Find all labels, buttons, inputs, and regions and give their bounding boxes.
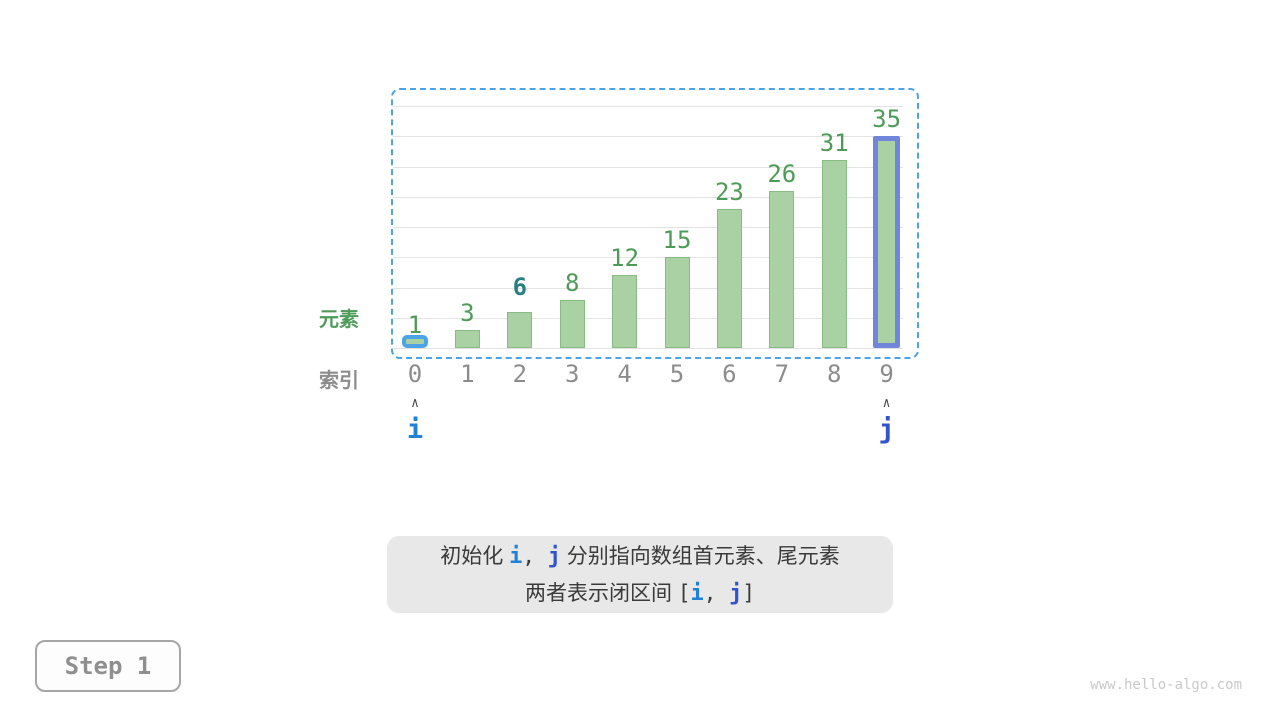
index-tick-label: 2	[512, 360, 528, 388]
gridline	[393, 197, 903, 198]
index-tick-label: 8	[826, 360, 842, 388]
caption-text: 初始化	[440, 544, 510, 568]
bar-value-label: 12	[610, 244, 640, 272]
index-tick-label: 7	[774, 360, 790, 388]
caption-text: [	[677, 580, 691, 605]
bar-value-label: 26	[767, 160, 797, 188]
watermark: www.hello-algo.com	[1090, 677, 1242, 693]
array-bar-j-highlight	[873, 136, 901, 348]
bar-value-label: 8	[564, 269, 580, 297]
array-bar	[716, 209, 742, 348]
caption-text: 分别指向数组首元素、尾元素	[560, 544, 840, 568]
gridline	[393, 257, 903, 258]
caption-i-token: i	[509, 543, 523, 569]
caption-text: 两者表示闭区间	[525, 581, 678, 605]
step-badge-label: Step 1	[64, 652, 152, 680]
gridline	[393, 106, 903, 107]
bar-value-label: 15	[662, 226, 692, 254]
index-tick-label: 4	[617, 360, 632, 388]
gridline	[393, 136, 903, 137]
caption-box: 初始化 i, j 分别指向数组首元素、尾元素 两者表示闭区间 [i, j]	[387, 536, 893, 613]
index-axis-label: 索引	[319, 370, 359, 392]
array-bar	[559, 300, 585, 348]
bar-value-label: 35	[872, 105, 902, 133]
bar-value-label: 3	[460, 299, 475, 327]
caption-text: ,	[703, 580, 717, 605]
pointer-j-caret-icon: ∧	[882, 395, 891, 412]
index-tick-label: 0	[407, 360, 423, 388]
index-tick-label: 6	[722, 360, 737, 388]
array-bar	[664, 257, 690, 348]
caption-j-token: j	[547, 543, 561, 569]
array-bar	[821, 160, 847, 348]
caption-line-1: 初始化 i, j 分别指向数组首元素、尾元素	[440, 538, 840, 575]
array-bar-i-highlight	[402, 335, 428, 348]
step-badge: Step 1	[35, 640, 181, 692]
gridline	[393, 227, 903, 228]
bar-value-label: 31	[819, 129, 849, 157]
caption-j-token: j	[729, 580, 743, 606]
caption-text	[716, 581, 729, 605]
array-bar	[507, 312, 533, 348]
caption-text	[535, 544, 548, 568]
gridline	[393, 167, 903, 168]
pointer-j-label: j	[878, 414, 895, 445]
bar-value-label: 6	[512, 273, 528, 301]
closed-interval-dashed-box	[391, 88, 919, 359]
caption-i-token: i	[690, 580, 704, 606]
array-bar	[454, 330, 480, 348]
caption-line-2: 两者表示闭区间 [i, j]	[525, 575, 755, 612]
bar-value-label: 23	[714, 178, 744, 206]
caption-text: ,	[522, 543, 535, 568]
array-bar	[769, 191, 795, 348]
pointer-i-label: i	[406, 414, 424, 445]
gridline	[393, 348, 903, 349]
pointer-i-caret-icon: ∧	[411, 395, 419, 412]
gridline	[393, 318, 903, 319]
index-tick-label: 3	[564, 360, 580, 388]
array-bar	[612, 275, 638, 348]
index-tick-label: 1	[460, 360, 475, 388]
index-tick-label: 9	[879, 360, 894, 388]
bar-value-label: 1	[407, 311, 423, 339]
element-axis-label: 元素	[319, 309, 359, 331]
gridline	[393, 288, 903, 289]
caption-text: ]	[742, 580, 755, 605]
index-tick-label: 5	[669, 360, 685, 388]
